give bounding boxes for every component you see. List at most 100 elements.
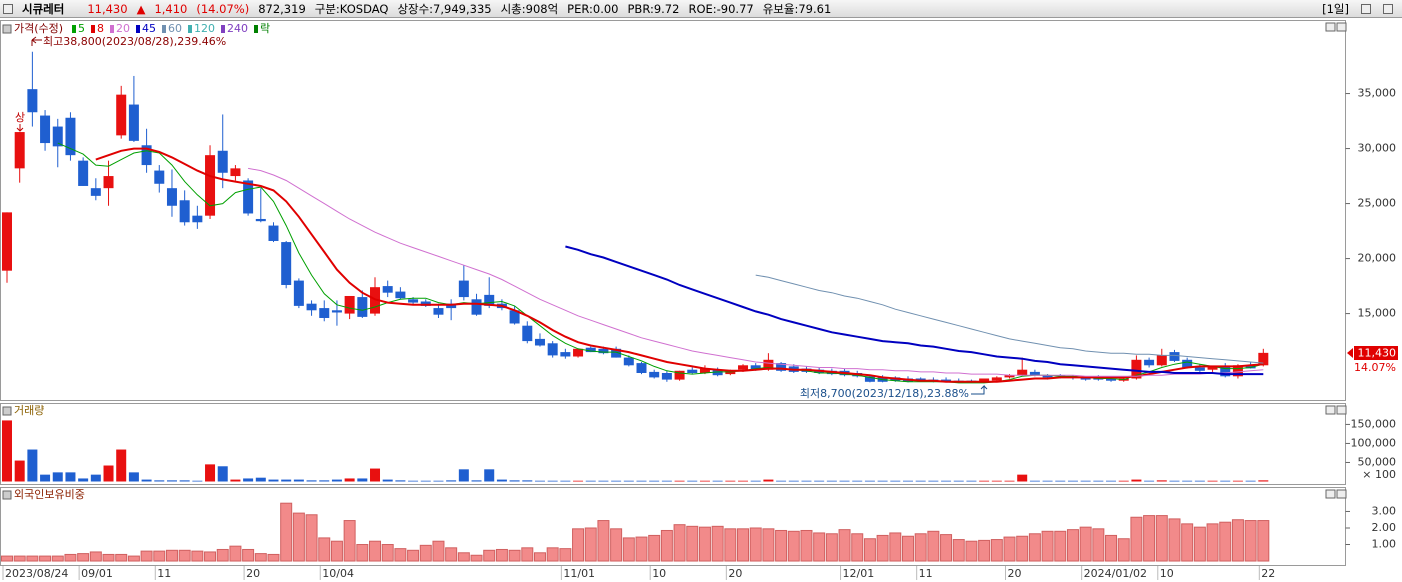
- bar: [446, 480, 457, 482]
- bar: [1143, 515, 1156, 562]
- legend-swatch: [91, 25, 95, 33]
- candle-body: [1182, 359, 1193, 368]
- bar: [763, 479, 774, 482]
- candle-body: [573, 348, 584, 357]
- x-tick-label: 12/01: [843, 567, 875, 580]
- bar: [749, 527, 762, 562]
- high-arrow: [31, 36, 42, 46]
- candle-body: [128, 104, 139, 141]
- bar: [217, 466, 228, 482]
- bar: [533, 552, 546, 562]
- candle-body: [712, 369, 723, 376]
- legend-label: 120: [194, 22, 215, 35]
- bar: [330, 540, 343, 562]
- bar: [154, 480, 165, 482]
- bar: [661, 480, 672, 482]
- candle-body: [331, 310, 342, 313]
- bar: [343, 520, 356, 562]
- bar: [890, 480, 901, 482]
- bar: [787, 530, 800, 562]
- candle-body: [1042, 375, 1053, 378]
- candle-body: [611, 348, 622, 358]
- bar: [508, 549, 521, 562]
- legend-label: 60: [168, 22, 182, 35]
- candle-body: [687, 369, 698, 373]
- window-button[interactable]: [1361, 3, 1371, 14]
- bar: [204, 551, 217, 562]
- bar: [64, 553, 77, 562]
- pane-button[interactable]: [1336, 489, 1347, 499]
- bar: [1029, 480, 1040, 482]
- period[interactable]: [1일]: [1322, 1, 1349, 16]
- pane-button[interactable]: [1336, 22, 1347, 32]
- bar: [901, 535, 914, 562]
- candle-body: [915, 378, 926, 381]
- pane-icon[interactable]: [2, 490, 12, 500]
- x-tick-label: 20: [728, 567, 742, 580]
- bar: [623, 480, 634, 482]
- pane-button[interactable]: [1325, 405, 1336, 415]
- bar: [509, 480, 520, 482]
- bar: [1117, 538, 1130, 562]
- candle-body: [1169, 352, 1180, 361]
- bar: [648, 534, 661, 562]
- candle-body: [281, 242, 292, 285]
- candle-body: [103, 176, 114, 189]
- bar: [686, 525, 699, 562]
- bar: [381, 544, 394, 562]
- bar: [699, 480, 710, 482]
- bar: [344, 478, 355, 482]
- bar: [1155, 515, 1168, 562]
- bar: [1144, 480, 1155, 482]
- pane-button[interactable]: [1325, 489, 1336, 499]
- candle-body: [484, 294, 495, 306]
- bar: [1054, 530, 1067, 562]
- bar: [712, 480, 723, 482]
- bar: [738, 480, 749, 482]
- pane-button[interactable]: [1336, 405, 1347, 415]
- candle-body: [166, 188, 177, 206]
- window-button[interactable]: [1383, 3, 1393, 14]
- bar: [1168, 518, 1181, 562]
- bar: [979, 480, 990, 482]
- candle-body: [598, 348, 609, 354]
- legend-swatch: [188, 25, 192, 33]
- bar: [318, 537, 331, 562]
- candle-body: [433, 308, 444, 315]
- candle-body: [534, 338, 545, 346]
- bar: [649, 480, 660, 482]
- candle-body: [1017, 369, 1028, 376]
- bar: [369, 540, 382, 562]
- bar: [724, 528, 737, 562]
- bar: [698, 526, 711, 562]
- x-tick-label: 09/01: [81, 567, 113, 580]
- bar: [1093, 480, 1104, 482]
- bar: [370, 468, 381, 482]
- pane-icon[interactable]: [2, 24, 12, 34]
- menu-icon[interactable]: [3, 3, 13, 14]
- bar: [1169, 480, 1180, 482]
- bar: [965, 540, 978, 562]
- candle-body: [230, 168, 241, 177]
- bar: [102, 553, 115, 562]
- x-tick-label: 22: [1261, 567, 1275, 580]
- candle-body: [116, 94, 127, 136]
- bar: [940, 534, 953, 562]
- header-field: PER:0.00: [567, 1, 619, 16]
- bar: [243, 478, 254, 482]
- bar: [1219, 521, 1232, 562]
- moving-average: [95, 147, 1264, 383]
- bar: [864, 480, 875, 482]
- bar: [179, 480, 190, 482]
- bar: [1017, 474, 1028, 482]
- candle-body: [1245, 365, 1256, 369]
- pane-button[interactable]: [1325, 22, 1336, 32]
- bar: [127, 555, 140, 562]
- candle-body: [255, 218, 266, 222]
- pane-icon[interactable]: [2, 406, 12, 416]
- candle-body: [192, 215, 203, 223]
- candle-body: [243, 180, 254, 214]
- candle-body: [699, 368, 710, 373]
- bar: [1257, 520, 1270, 562]
